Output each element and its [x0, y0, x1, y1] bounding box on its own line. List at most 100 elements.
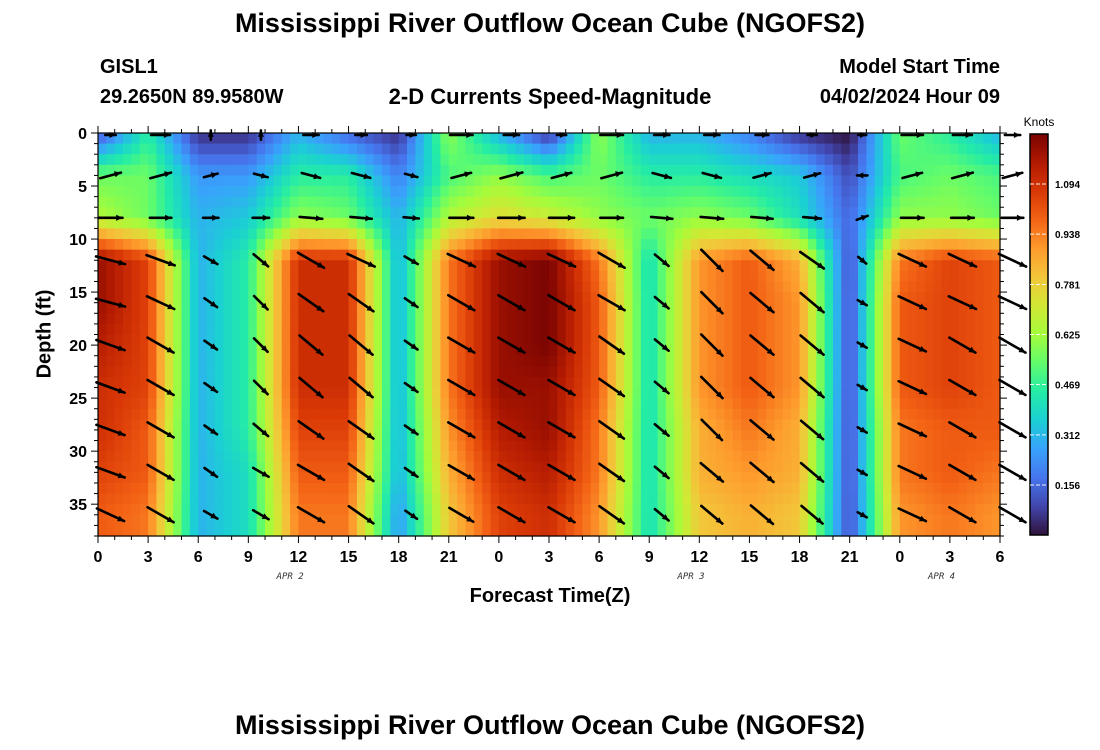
heatmap-cell	[741, 239, 751, 251]
current-arrow	[948, 421, 977, 439]
heatmap-cell	[181, 514, 191, 526]
heatmap-cell	[807, 461, 817, 473]
heatmap-cell	[231, 493, 241, 505]
heatmap-cell	[432, 440, 442, 452]
heatmap-cell	[181, 345, 191, 357]
heatmap-cell	[807, 345, 817, 357]
heatmap-cell	[123, 133, 133, 145]
current-arrow	[901, 171, 924, 180]
heatmap-cell	[415, 376, 425, 389]
heatmap-cell	[231, 164, 241, 177]
heatmap-cell	[858, 355, 867, 367]
heatmap-cell	[198, 355, 208, 367]
heatmap-cell	[148, 398, 158, 410]
heatmap-cell	[114, 270, 124, 283]
heatmap-cell	[908, 408, 918, 420]
heatmap-cell	[949, 451, 959, 463]
heatmap-cell	[649, 334, 659, 346]
heatmap-cell	[599, 186, 609, 198]
heatmap-cell	[131, 334, 141, 346]
heatmap-cell	[123, 249, 133, 261]
heatmap-cell	[757, 154, 767, 166]
heatmap-cell	[891, 270, 901, 283]
arrow-head	[859, 511, 867, 518]
heatmap-cell	[114, 207, 124, 219]
heatmap-cell	[440, 313, 450, 325]
heatmap-cell	[498, 270, 508, 283]
heatmap-cell	[883, 133, 893, 145]
heatmap-cell	[849, 504, 859, 516]
heatmap-cell	[156, 429, 166, 442]
heatmap-cell	[340, 429, 350, 442]
heatmap-cell	[557, 196, 567, 208]
heatmap-cell	[398, 334, 408, 346]
heatmap-cell	[749, 323, 759, 336]
heatmap-cell	[974, 366, 984, 378]
heatmap-cell	[340, 451, 350, 463]
heatmap-cell	[657, 302, 667, 314]
heatmap-cell	[231, 398, 241, 410]
heatmap-cell	[206, 239, 216, 251]
heatmap-cell	[323, 186, 333, 198]
heatmap-cell	[340, 482, 350, 495]
arrow-head	[859, 299, 867, 306]
heatmap-cell	[440, 429, 450, 442]
heatmap-cell	[114, 419, 124, 431]
heatmap-cell	[991, 239, 1001, 251]
current-arrow	[802, 172, 822, 179]
heatmap-cell	[565, 175, 575, 187]
heatmap-cell	[574, 239, 584, 251]
current-arrow	[447, 463, 476, 481]
heatmap-cell	[899, 398, 909, 410]
heatmap-cell	[98, 493, 107, 505]
heatmap-cell	[356, 154, 366, 166]
heatmap-cell	[766, 239, 776, 251]
heatmap-cell	[273, 514, 283, 526]
heatmap-cell	[607, 419, 617, 431]
heatmap-cell	[181, 292, 191, 304]
heatmap-cell	[490, 514, 500, 526]
heatmap-cell	[574, 260, 584, 272]
heatmap-cell	[741, 323, 751, 336]
heatmap-cell	[849, 387, 859, 399]
current-arrow	[799, 419, 825, 441]
heatmap-cell	[874, 334, 884, 346]
heatmap-cell	[356, 260, 366, 272]
heatmap-cell	[139, 451, 149, 463]
heatmap-cell	[139, 313, 149, 325]
heatmap-cell	[724, 281, 734, 293]
heatmap-cell	[223, 419, 233, 431]
heatmap-cell	[473, 239, 483, 251]
heatmap-cell	[114, 249, 124, 261]
heatmap-cell	[473, 525, 483, 537]
arrow-head	[410, 512, 417, 519]
heatmap-cell	[941, 239, 951, 251]
heatmap-cell	[924, 345, 934, 357]
heatmap-cell	[540, 334, 550, 346]
heatmap-cell	[189, 440, 199, 452]
heatmap-cell	[473, 249, 483, 261]
heatmap-cell	[523, 366, 533, 378]
heatmap-cell	[214, 323, 224, 336]
heatmap-cell	[832, 398, 842, 410]
heatmap-cell	[716, 292, 725, 304]
heatmap-cell	[381, 143, 391, 155]
heatmap-cell	[640, 239, 650, 251]
heatmap-cell	[331, 387, 341, 399]
heatmap-cell	[874, 207, 884, 219]
heatmap-cell	[223, 239, 233, 251]
heatmap-cell	[490, 196, 500, 208]
heatmap-cell	[807, 313, 817, 325]
heatmap-cell	[482, 429, 492, 442]
heatmap-cell	[465, 186, 475, 198]
heatmap-cell	[816, 228, 826, 240]
heatmap-cell	[690, 186, 700, 198]
heatmap-cell	[574, 451, 584, 463]
heatmap-cell	[123, 440, 133, 452]
heatmap-cell	[690, 461, 700, 473]
heatmap-cell	[440, 398, 450, 410]
heatmap-cell	[949, 217, 959, 230]
heatmap-cell	[432, 164, 442, 177]
heatmap-cell	[991, 270, 1001, 283]
heatmap-cell	[649, 504, 659, 516]
